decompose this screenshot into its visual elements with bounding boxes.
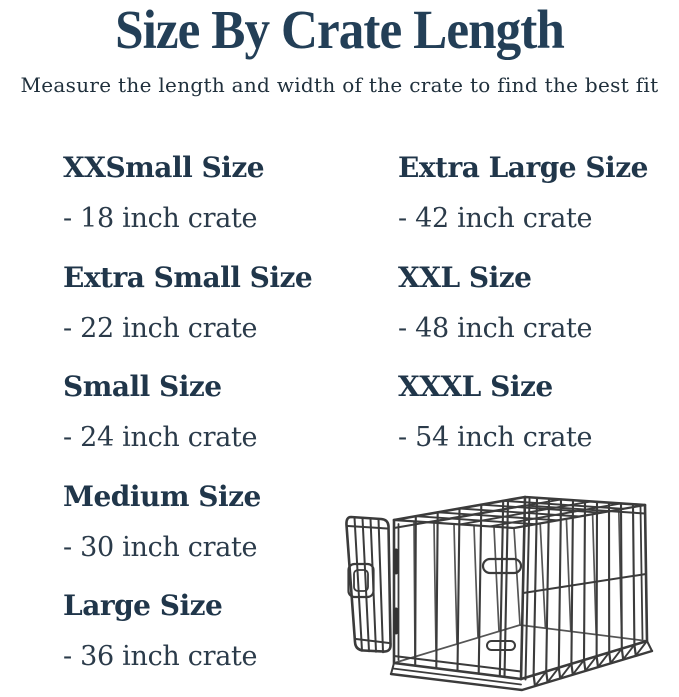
size-name: XXSmall Size: [63, 151, 265, 184]
size-detail: - 42 inch crate: [398, 203, 593, 234]
size-entry-xxsmall: XXSmall Size - 18 inch crate: [63, 151, 265, 234]
size-detail: - 54 inch crate: [398, 422, 593, 453]
size-name: Small Size: [63, 370, 222, 403]
crate-open-door: [345, 515, 392, 654]
latch-guide: [486, 640, 516, 651]
crate-top-face: [392, 495, 647, 530]
size-entry-extra-small: Extra Small Size - 22 inch crate: [63, 261, 313, 344]
size-name: XXL Size: [398, 261, 532, 294]
size-entry-xxl: XXL Size - 48 inch crate: [398, 261, 593, 344]
page-title: Size By Crate Length: [115, 0, 565, 60]
latch-handle: [481, 557, 523, 575]
size-detail: - 24 inch crate: [63, 422, 258, 453]
size-detail: - 48 inch crate: [398, 313, 593, 344]
size-name: XXXL Size: [398, 370, 553, 403]
crate-front-face: [392, 495, 531, 681]
size-entry-large: Large Size - 36 inch crate: [63, 589, 258, 672]
size-name: Extra Small Size: [63, 261, 313, 294]
size-entry-medium: Medium Size - 30 inch crate: [63, 480, 261, 563]
door-handle-slot: [347, 562, 375, 599]
page-subtitle: Measure the length and width of the crat…: [20, 73, 659, 97]
size-entry-extra-large: Extra Large Size - 42 inch crate: [398, 151, 648, 234]
size-entry-xxxl: XXXL Size - 54 inch crate: [398, 370, 593, 453]
size-detail: - 22 inch crate: [63, 313, 258, 344]
size-detail: - 18 inch crate: [63, 203, 258, 234]
crate-base-tray: [389, 640, 654, 692]
size-detail: - 36 inch crate: [63, 641, 258, 672]
size-entry-small: Small Size - 24 inch crate: [63, 370, 258, 453]
size-name: Extra Large Size: [398, 151, 648, 184]
size-detail: - 30 inch crate: [63, 532, 258, 563]
size-name: Medium Size: [63, 480, 261, 513]
door-handle-slot-inner: [353, 569, 369, 592]
size-name: Large Size: [63, 589, 223, 622]
dog-crate-illustration: [345, 495, 654, 692]
